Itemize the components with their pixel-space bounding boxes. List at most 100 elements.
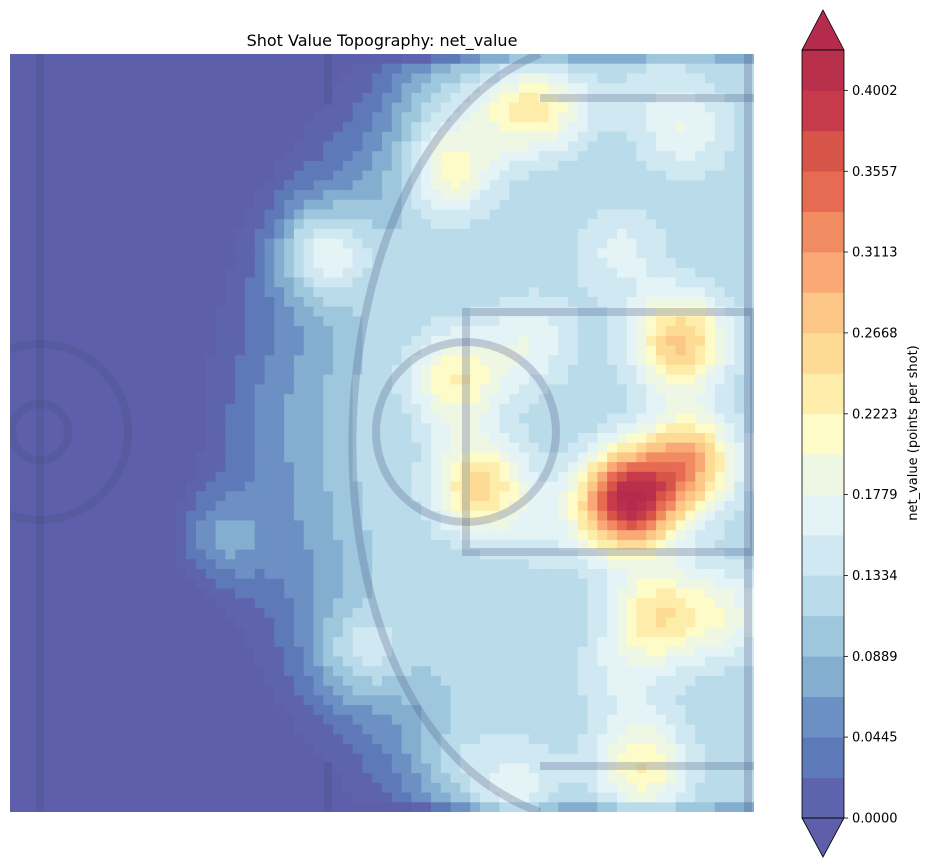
contour-cell [244, 83, 256, 94]
contour-cell [147, 326, 158, 337]
contour-cell [244, 539, 256, 551]
contour-cell [528, 277, 540, 288]
contour-cell [538, 190, 550, 201]
contour-cell [244, 335, 256, 347]
contour-cell [577, 666, 589, 677]
contour-cell [313, 598, 324, 609]
contour-cell [626, 296, 638, 308]
contour-cell [577, 54, 589, 65]
contour-cell [372, 433, 383, 444]
contour-cell [509, 306, 520, 317]
contour-cell [519, 190, 530, 201]
contour-cell [382, 598, 393, 609]
contour-cell [587, 102, 598, 113]
contour-cell [538, 209, 550, 220]
contour-cell [411, 199, 422, 211]
contour-cell [421, 598, 432, 609]
contour-cell [127, 501, 138, 512]
contour-cell [19, 559, 31, 570]
contour-cell [58, 530, 70, 541]
contour-cell [607, 617, 618, 628]
contour-cell [147, 131, 158, 143]
contour-cell [333, 296, 344, 308]
contour-cell [333, 258, 344, 269]
contour-cell [215, 520, 226, 531]
contour-cell [78, 355, 89, 366]
contour-cell [656, 102, 667, 113]
contour-cell [685, 598, 696, 609]
contour-cell [284, 258, 295, 269]
contour-cell [528, 520, 540, 531]
contour-cell [225, 549, 236, 560]
contour-cell [284, 54, 295, 65]
contour-cell [577, 471, 589, 483]
contour-cell [78, 160, 89, 172]
contour-cell [626, 559, 638, 570]
contour-cell [264, 491, 275, 502]
contour-cell [528, 355, 540, 366]
contour-cell [98, 442, 109, 454]
contour-cell [499, 190, 510, 201]
contour-cell [744, 452, 754, 463]
contour-cell [411, 637, 422, 648]
contour-cell [205, 190, 217, 201]
contour-cell [616, 228, 628, 240]
contour-cell [665, 675, 677, 687]
contour-cell [421, 122, 432, 133]
contour-cell [724, 607, 736, 619]
contour-cell [411, 131, 422, 143]
contour-cell [382, 131, 393, 143]
contour-cell [548, 452, 559, 463]
contour-cell [19, 501, 31, 512]
contour-cell [156, 433, 168, 444]
contour-cell [558, 413, 569, 424]
contour-cell [78, 607, 89, 619]
contour-cell [186, 160, 197, 172]
contour-cell [597, 190, 608, 201]
contour-cell [607, 267, 618, 279]
contour-cell [68, 267, 80, 279]
contour-cell [401, 306, 412, 317]
contour-cell [450, 569, 461, 580]
contour-cell [264, 141, 275, 152]
contour-cell [705, 637, 716, 648]
contour-cell [489, 530, 501, 541]
contour-cell [117, 92, 129, 104]
contour-cell [313, 685, 324, 696]
contour-cell [235, 598, 246, 609]
contour-cell [225, 656, 236, 667]
contour-cell [685, 326, 696, 337]
contour-cell [519, 413, 530, 424]
contour-cell [548, 413, 559, 424]
contour-cell [411, 598, 422, 609]
contour-cell [665, 627, 677, 638]
contour-cell [401, 355, 412, 366]
contour-cell [107, 141, 119, 152]
contour-cell [127, 452, 138, 463]
contour-cell [166, 151, 178, 162]
contour-cell [675, 442, 687, 454]
contour-cell [147, 238, 158, 249]
contour-cell [147, 394, 158, 405]
contour-cell [499, 306, 510, 317]
contour-cell [362, 228, 373, 240]
contour-cell [714, 559, 726, 570]
contour-cell [58, 481, 70, 492]
contour-cell [479, 685, 491, 696]
contour-cell [19, 374, 31, 386]
contour-cell [724, 394, 736, 405]
contour-cell [597, 637, 608, 648]
contour-cell [705, 384, 716, 395]
contour-cell [68, 646, 80, 658]
contour-cell [479, 180, 491, 191]
contour-cell [313, 326, 324, 337]
contour-cell [724, 248, 736, 259]
contour-cell [323, 530, 334, 541]
contour-cell [225, 675, 236, 687]
contour-cell [39, 170, 50, 181]
contour-cell [479, 258, 491, 269]
contour-cell [362, 160, 373, 172]
contour-cell [303, 238, 315, 249]
contour-cell [499, 180, 510, 191]
contour-cell [391, 180, 403, 191]
